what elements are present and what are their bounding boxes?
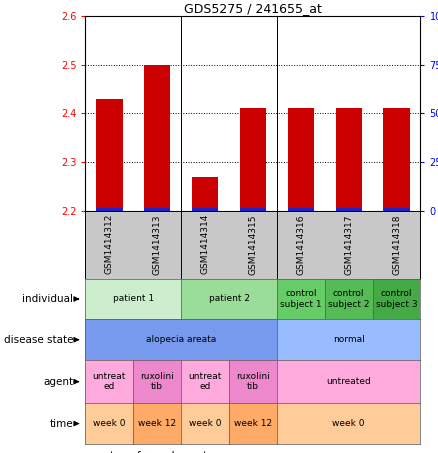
Text: individual: individual xyxy=(22,294,73,304)
Text: alopecia areata: alopecia areata xyxy=(146,335,216,344)
Bar xyxy=(240,108,266,211)
Text: ruxolini
tib: ruxolini tib xyxy=(236,372,270,391)
Text: GSM1414314: GSM1414314 xyxy=(201,214,209,275)
Bar xyxy=(96,208,123,211)
Text: week 0: week 0 xyxy=(332,419,365,428)
Text: control
subject 2: control subject 2 xyxy=(328,289,369,308)
Text: patient 1: patient 1 xyxy=(113,294,154,304)
Bar xyxy=(144,208,170,211)
Text: transformed count: transformed count xyxy=(110,451,207,453)
Text: control
subject 3: control subject 3 xyxy=(376,289,417,308)
Text: normal: normal xyxy=(333,335,364,344)
Bar xyxy=(383,208,410,211)
Text: GSM1414313: GSM1414313 xyxy=(153,214,162,275)
Bar xyxy=(144,65,170,211)
Text: week 12: week 12 xyxy=(138,419,176,428)
Text: GSM1414312: GSM1414312 xyxy=(105,214,114,275)
Text: time: time xyxy=(49,419,73,429)
Text: patient 2: patient 2 xyxy=(208,294,250,304)
Text: untreat
ed: untreat ed xyxy=(93,372,126,391)
Bar xyxy=(288,208,314,211)
Text: week 0: week 0 xyxy=(189,419,221,428)
Text: week 0: week 0 xyxy=(93,419,126,428)
Bar xyxy=(192,208,218,211)
Text: GSM1414315: GSM1414315 xyxy=(248,214,258,275)
Text: untreat
ed: untreat ed xyxy=(188,372,222,391)
Text: untreated: untreated xyxy=(326,377,371,386)
Text: GSM1414316: GSM1414316 xyxy=(297,214,305,275)
Bar xyxy=(240,208,266,211)
Bar xyxy=(192,177,218,211)
Bar xyxy=(336,108,362,211)
Title: GDS5275 / 241655_at: GDS5275 / 241655_at xyxy=(184,2,322,14)
Text: GSM1414317: GSM1414317 xyxy=(344,214,353,275)
Text: disease state: disease state xyxy=(4,335,73,345)
Text: ruxolini
tib: ruxolini tib xyxy=(140,372,174,391)
Text: control
subject 1: control subject 1 xyxy=(280,289,321,308)
Bar xyxy=(383,108,410,211)
Bar xyxy=(96,99,123,211)
Text: agent: agent xyxy=(43,376,73,387)
Text: GSM1414318: GSM1414318 xyxy=(392,214,401,275)
Bar xyxy=(288,108,314,211)
Bar xyxy=(336,208,362,211)
Text: week 12: week 12 xyxy=(234,419,272,428)
